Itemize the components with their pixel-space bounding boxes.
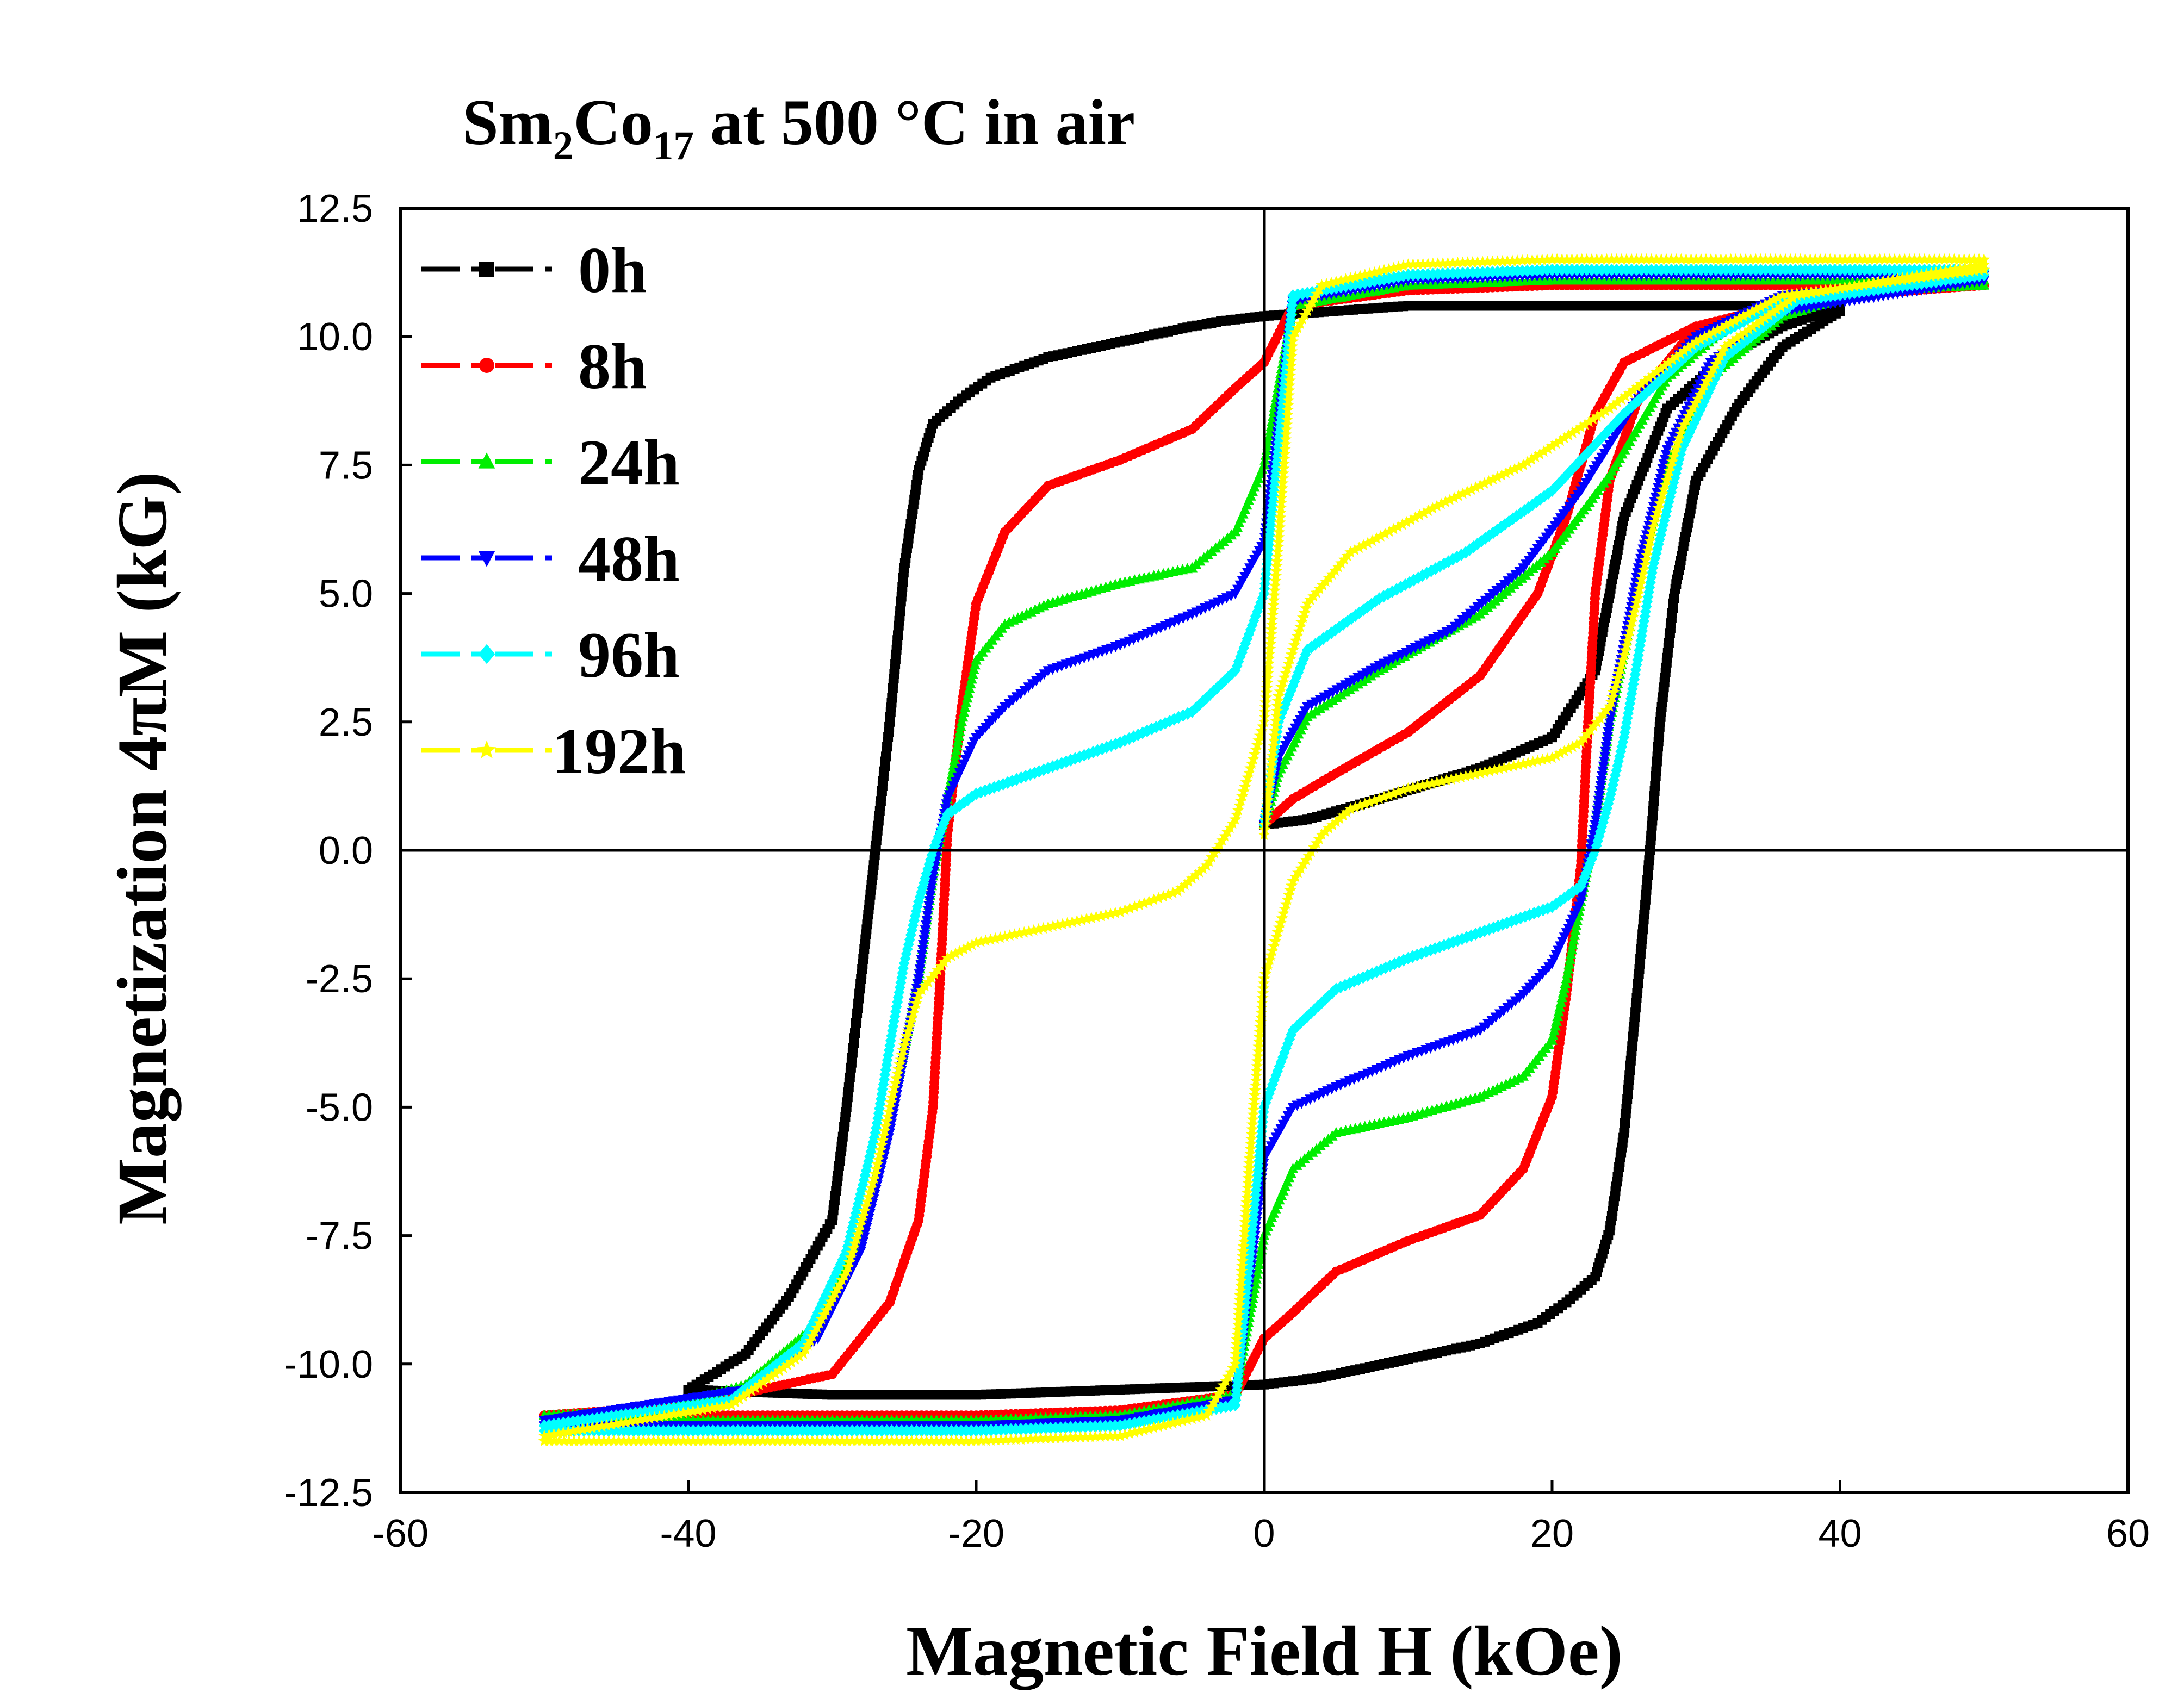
series-0h — [683, 301, 1845, 1400]
series-layer — [538, 253, 1990, 1446]
series-0h-ascending-markers — [683, 306, 1845, 1400]
